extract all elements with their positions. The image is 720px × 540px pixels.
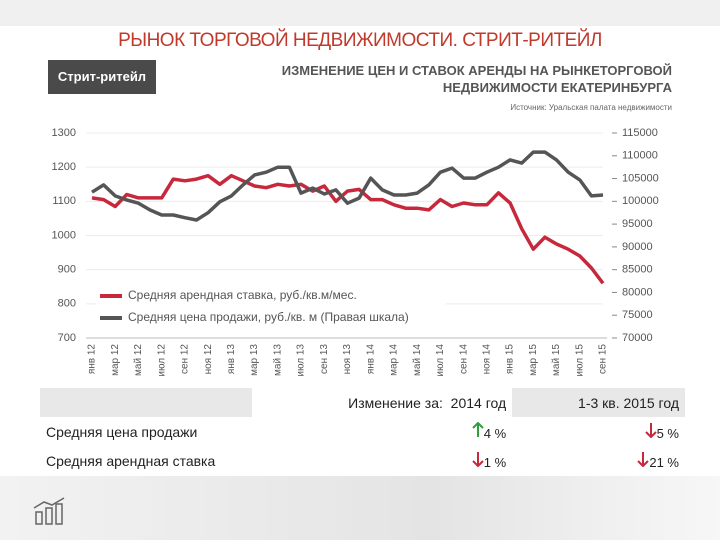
x-tick-label: янв 13 — [226, 344, 237, 375]
x-tick-label: май 12 — [133, 344, 144, 376]
header-cell: 1-3 кв. 2015 год — [512, 388, 685, 417]
chart-source: Источник: Уральская палата недвижимости — [510, 103, 672, 112]
y2-tick-label: 105000 — [622, 172, 659, 184]
arrow-up — [472, 421, 484, 437]
x-tick-label: ноя 12 — [203, 344, 214, 375]
cell: 1 % — [252, 446, 512, 475]
x-tick-label: янв 12 — [87, 344, 98, 375]
y2-tick-label: 80000 — [622, 286, 653, 298]
y-tick-label: 700 — [58, 332, 76, 344]
y2-tick-label: 110000 — [622, 150, 658, 162]
arrow-down — [637, 452, 650, 468]
x-tick-label: май 13 — [272, 344, 283, 376]
chart-icon — [33, 497, 65, 525]
change-table: Изменение за: 2014 год 1-3 кв. 2015 год … — [40, 388, 685, 475]
cell-text: 1 % — [483, 455, 507, 470]
x-tick-label: мар 14 — [389, 344, 400, 376]
arrow-down — [644, 423, 657, 439]
chart: 700 800 900 1000 1100 1200 1300 70000 75000 80000… — [52, 127, 659, 377]
series-line — [91, 150, 604, 222]
chart-title: ИЗМЕНЕНИЕ ЦЕН И СТАВОК АРЕНДЫ НА РЫНКЕТО… — [281, 63, 672, 95]
y2-tick-label: 75000 — [622, 309, 653, 321]
arrow-down — [472, 452, 484, 468]
x-tick-label: июл 15 — [574, 344, 585, 377]
legend-label: Средняя цена продажи, руб./кв. м (Правая… — [128, 310, 409, 324]
x-tick-label: янв 15 — [505, 344, 516, 375]
series-line — [91, 173, 605, 285]
y2-tick-label: 115000 — [622, 127, 658, 139]
y-tick-label: 1100 — [52, 195, 76, 207]
row-label: Средняя арендная ставка — [46, 452, 216, 469]
y-tick-label: 900 — [58, 264, 76, 276]
cell-text: 5 % — [656, 426, 679, 441]
cell: 21 % — [512, 446, 685, 475]
footer-band — [0, 476, 720, 540]
header-cell: Изменение за: 2014 год — [252, 388, 513, 417]
x-tick-label: июл 13 — [296, 344, 307, 377]
legend-box — [96, 284, 446, 328]
x-tick-label: янв 14 — [365, 344, 376, 375]
x-tick-label: ноя 13 — [342, 344, 353, 375]
cell-text: 21 % — [649, 455, 679, 470]
y2-tick-label: 85000 — [622, 264, 653, 276]
y2-tick-label: 70000 — [622, 332, 653, 344]
header-cell — [40, 388, 252, 417]
table-header: Изменение за: 2014 год 1-3 кв. 2015 год — [40, 388, 685, 417]
table-row: Средняя арендная ставка 1 % 21 % — [40, 446, 685, 475]
y2-tick-label: 90000 — [622, 241, 653, 253]
x-tick-label: мар 13 — [249, 344, 260, 376]
x-tick-label: сен 14 — [458, 344, 469, 374]
x-tick-label: май 15 — [551, 344, 562, 376]
x-tick-label: сен 13 — [319, 344, 330, 374]
legend-label: Средняя арендная ставка, руб./кв.м/мес. — [128, 288, 357, 302]
y2-tick-label: 95000 — [622, 218, 653, 230]
x-tick-label: май 14 — [412, 344, 423, 376]
header-text: Изменение за: — [348, 394, 443, 411]
row-label: Средняя цена продажи — [46, 423, 198, 440]
y2-tick-label: 100000 — [622, 195, 659, 207]
y-tick-label: 1300 — [52, 127, 76, 139]
y-tick-label: 1000 — [52, 229, 76, 241]
y-tick-label: 800 — [58, 298, 76, 310]
x-tick-label: июл 14 — [435, 344, 446, 377]
section-tag: Стрит-ритейл — [48, 60, 156, 94]
x-tick-label: мар 15 — [528, 344, 539, 376]
x-tick-label: сен 15 — [598, 344, 609, 374]
slide-title: РЫНОК ТОРГОВОЙ НЕДВИЖИМОСТИ. СТРИТ-РИТЕЙ… — [118, 30, 602, 51]
x-tick-label: июл 12 — [156, 344, 167, 377]
header-text: 2014 год — [450, 394, 507, 411]
y-tick-label: 1200 — [52, 161, 76, 173]
header-text: 1-3 кв. 2015 год — [578, 394, 679, 411]
cell-text: 4 % — [483, 426, 507, 441]
cell: 5 % — [512, 417, 685, 446]
x-tick-label: сен 12 — [180, 344, 191, 374]
x-tick-label: ноя 14 — [482, 344, 493, 375]
table-row: Средняя цена продажи 4 % 5 % — [40, 417, 685, 446]
x-tick-label: мар 12 — [110, 344, 121, 376]
top-bar — [0, 0, 720, 26]
cell: 4 % — [252, 417, 512, 446]
